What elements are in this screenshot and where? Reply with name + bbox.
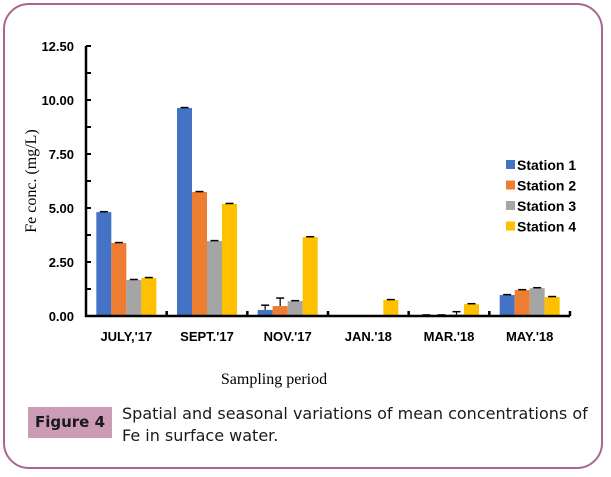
bar <box>287 301 303 316</box>
bar <box>272 306 288 316</box>
bar <box>177 107 192 316</box>
legend-label: Station 2 <box>517 178 576 194</box>
bar <box>514 290 530 316</box>
x-tick-label: JULY,'17 <box>100 329 152 344</box>
x-tick-label: MAY.'18 <box>506 329 553 344</box>
bar <box>529 288 545 316</box>
bar <box>96 212 112 316</box>
legend-label: Station 1 <box>517 157 576 173</box>
legend-swatch <box>506 201 515 210</box>
bar <box>383 300 399 316</box>
bars-layer <box>96 106 560 316</box>
legend-swatch <box>506 221 515 231</box>
legend-item: Station 3 <box>506 198 576 214</box>
bar <box>222 203 237 316</box>
x-tick-labels: JULY,'17 SEPT.'17 NOV.'17 JAN.'18 MAR.'18 MAY… <box>100 329 553 344</box>
legend-item: Station 1 <box>506 157 576 173</box>
legend-item: Station 2 <box>506 178 576 194</box>
x-tick-label: SEPT.'17 <box>180 329 234 344</box>
bar <box>126 279 142 316</box>
y-tick-label: 12.50 <box>41 39 74 54</box>
bar <box>544 296 560 316</box>
legend-label: Station 4 <box>517 219 576 235</box>
legend-label: Station 3 <box>517 198 576 214</box>
axes-layer <box>84 45 572 318</box>
y-tick-label: 0.00 <box>49 309 74 324</box>
x-axis-title: Sampling period <box>221 371 327 388</box>
bar <box>302 237 318 316</box>
legend-swatch <box>506 160 515 169</box>
figure-label: Figure 4 <box>28 407 112 438</box>
bar <box>111 242 127 316</box>
bar <box>192 192 207 316</box>
y-tick-label: 10.00 <box>41 93 74 108</box>
y-tick-label: 7.50 <box>49 147 74 162</box>
x-tick-label: JAN.'18 <box>345 329 392 344</box>
y-axis-title: Fe conc. (mg/L) <box>23 129 40 233</box>
legend: Station 1 Station 2 Station 3 Station 4 <box>506 157 576 235</box>
y-tick-labels: 0.00 2.50 5.00 7.50 10.00 12.50 <box>41 39 74 324</box>
legend-swatch <box>506 180 515 190</box>
bar <box>207 241 222 316</box>
bar <box>499 295 515 316</box>
legend-item: Station 4 <box>506 219 576 235</box>
bar <box>464 304 479 316</box>
x-tick-label: NOV.'17 <box>264 329 312 344</box>
caption-text: Spatial and seasonal variations of mean … <box>122 404 588 445</box>
bar <box>141 277 157 316</box>
bar <box>257 309 273 316</box>
x-tick-label: MAR.'18 <box>424 329 475 344</box>
bar-chart: 0.00 2.50 5.00 7.50 10.00 12.50 JULY,'17 SEPT.… <box>23 39 576 388</box>
y-tick-label: 5.00 <box>49 201 74 216</box>
y-tick-label: 2.50 <box>49 255 74 270</box>
